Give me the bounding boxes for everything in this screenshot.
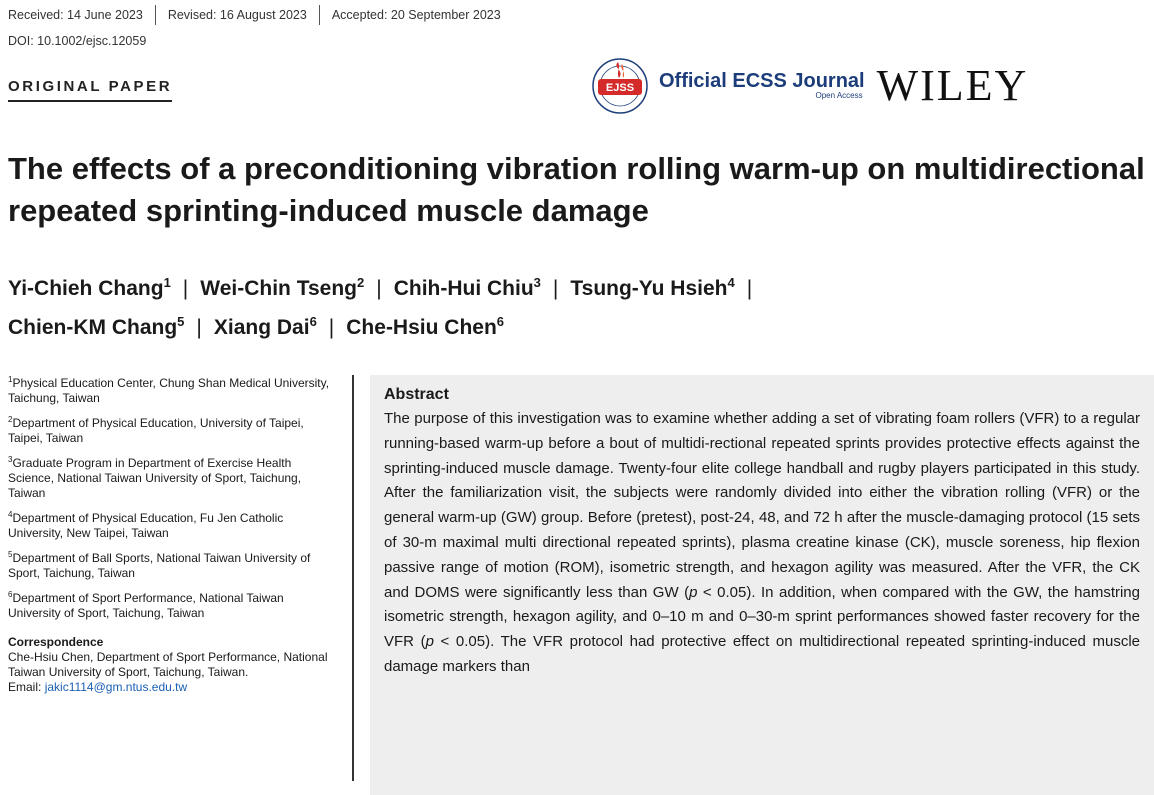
author-affiliation-number: 6 <box>496 314 505 329</box>
affiliations-column: 1Physical Education Center, Chung Shan M… <box>8 372 330 695</box>
author-name: Xiang Dai6 <box>213 314 317 339</box>
author-name: Chih-Hui Chiu3 <box>393 275 541 300</box>
author-name: Che-Hsiu Chen6 <box>346 314 505 339</box>
author-affiliation-number: 3 <box>533 275 541 290</box>
ejss-seal-logo: EJSS <box>592 58 648 114</box>
abstract-heading: Abstract <box>384 386 449 403</box>
affiliation-item: 4Department of Physical Education, Fu Je… <box>8 510 284 540</box>
accepted-date: Accepted: 20 September 2023 <box>331 8 501 22</box>
abstract-box: Abstract The purpose of this investigati… <box>370 375 1154 795</box>
journal-name: Official ECSS Journal <box>659 70 865 92</box>
author-list: Yi-Chieh Chang1 | Wei-Chin Tseng2 | Chih-Hui… <box>8 275 753 339</box>
correspondence-email-link[interactable]: jakic1114@gm.ntus.edu.tw <box>44 680 188 694</box>
article-title: The effects of a preconditioning vibrati… <box>8 151 1145 228</box>
doi: DOI: 10.1002/ejsc.12059 <box>8 34 147 48</box>
author-affiliation-number: 2 <box>357 275 365 290</box>
open-access-label: Open Access <box>815 91 863 100</box>
paper-type-label: ORIGINAL PAPER <box>8 78 173 102</box>
author-name: Tsung-Yu Hsieh4 <box>570 275 735 300</box>
author-affiliation-number: 1 <box>163 275 171 290</box>
affiliation-item: 1Physical Education Center, Chung Shan M… <box>8 375 330 405</box>
column-divider <box>352 375 354 781</box>
author-affiliation-number: 6 <box>309 314 317 329</box>
seal-text: EJSS <box>606 82 634 94</box>
abstract-text: The purpose of this investigation was to… <box>384 410 1140 675</box>
journal-branding: EJSS Official ECSS Journal Open Access W… <box>585 56 1028 116</box>
correspondence-email-line: Email: jakic1114@gm.ntus.edu.tw <box>8 680 188 694</box>
author-affiliation-number: 5 <box>177 314 185 329</box>
affiliation-item: 5Department of Ball Sports, National Tai… <box>8 550 311 580</box>
history-separator <box>154 5 156 25</box>
affiliation-item: 6Department of Sport Performance, Nation… <box>8 590 284 620</box>
revised-date: Revised: 16 August 2023 <box>167 8 307 22</box>
affiliation-item: 2Department of Physical Education, Unive… <box>8 415 304 445</box>
correspondence-address: Che-Hsiu Chen, Department of Sport Perfo… <box>8 650 328 679</box>
received-date: Received: 14 June 2023 <box>8 8 143 22</box>
history-separator <box>318 5 320 25</box>
author-name: Wei-Chin Tseng2 <box>200 275 365 300</box>
correspondence-heading: Correspondence <box>8 635 104 649</box>
author-affiliation-number: 4 <box>727 275 735 290</box>
author-name: Yi-Chieh Chang1 <box>8 275 171 300</box>
ecss-label: Official ECSS Journal Open Access <box>659 71 865 101</box>
article-history: Received: 14 June 2023 Revised: 16 Augus… <box>8 0 513 30</box>
author-name: Chien-KM Chang5 <box>8 314 185 339</box>
publisher-logo: WILEY <box>876 61 1029 110</box>
affiliation-item: 3Graduate Program in Department of Exerc… <box>8 455 302 500</box>
